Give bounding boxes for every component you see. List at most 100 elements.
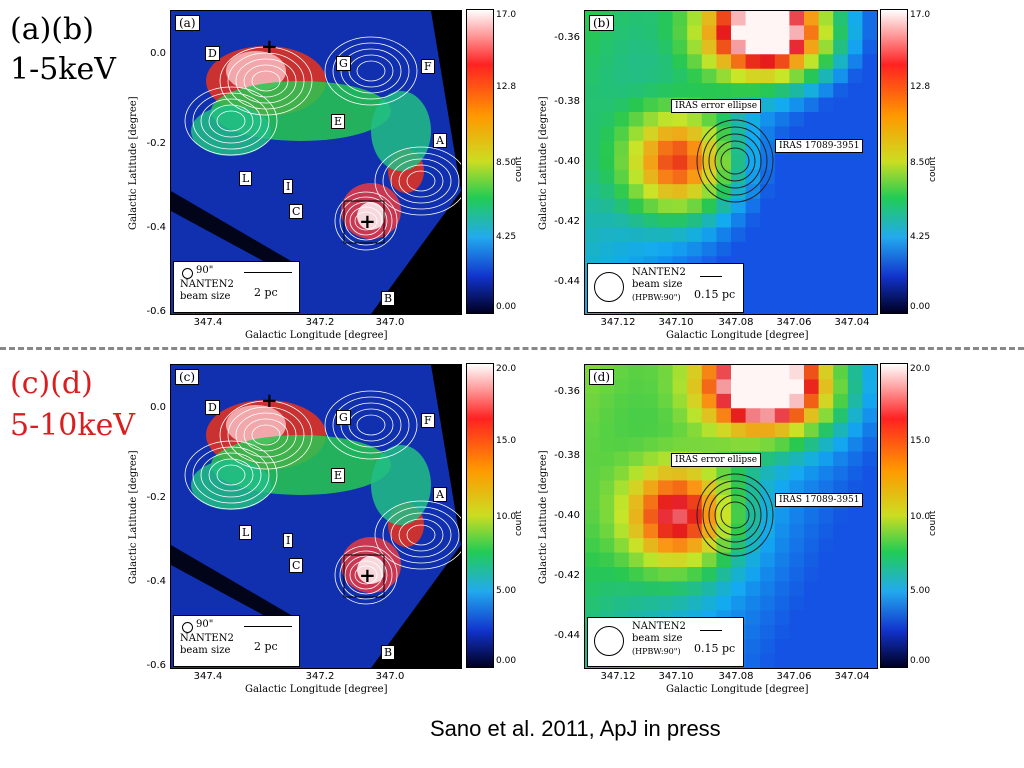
heatmap-pixel (687, 466, 703, 481)
heatmap-pixel (818, 365, 834, 380)
heatmap-pixel (833, 68, 849, 84)
heatmap-pixel (716, 466, 732, 481)
colorbar-tick: 4.25 (496, 232, 517, 242)
heatmap-pixel (672, 155, 688, 171)
heatmap-pixel (862, 610, 877, 626)
heatmap-pixel (818, 299, 834, 314)
co-contour (390, 512, 452, 558)
heatmap-pixel (804, 270, 820, 286)
x-axis-label: Galactic Longitude [degree] (245, 330, 388, 341)
heatmap-pixel (672, 184, 688, 200)
heatmap-pixel (658, 97, 674, 113)
heatmap-pixel (672, 393, 688, 409)
heatmap-pixel (789, 653, 805, 668)
heatmap-pixel (701, 437, 717, 453)
colorbar-unit-label: count (928, 510, 938, 536)
heatmap-pixel (599, 466, 615, 481)
clump-tag-l: L (239, 171, 253, 186)
heatmap-pixel (599, 581, 615, 597)
heatmap-pixel (789, 25, 805, 41)
y-tick-label: 0.0 (150, 48, 166, 59)
heatmap-pixel (716, 198, 732, 214)
heatmap-pixel (847, 509, 863, 525)
heatmap-pixel (774, 639, 790, 655)
heatmap-pixel (585, 140, 601, 156)
clump-tag-b: B (381, 645, 396, 660)
heatmap-pixel (643, 11, 659, 26)
heatmap-pixel (789, 480, 805, 496)
heatmap-pixel (760, 126, 776, 142)
panel-label: (b) (589, 15, 615, 31)
heatmap-pixel (774, 227, 790, 243)
heatmap-pixel (833, 509, 849, 525)
heatmap-pixel (658, 227, 674, 243)
beam-telescope-name: NANTEN2 (180, 633, 234, 644)
scale-bar-label: 0.15 pc (694, 642, 736, 655)
heatmap-pixel (614, 437, 630, 453)
iras-contour (696, 473, 774, 557)
beam-legend: NANTEN2 beam size (HPBW:90") 0.15 pc (587, 617, 744, 667)
heatmap-pixel (818, 451, 834, 467)
colorbar-unit-label: count (514, 510, 524, 536)
heatmap-pixel (774, 653, 790, 668)
heatmap-pixel (745, 581, 761, 597)
iras-contour (714, 494, 756, 536)
heatmap-pixel (614, 155, 630, 171)
heatmap-pixel (804, 451, 820, 467)
heatmap-pixel (760, 595, 776, 611)
heatmap-pixel (701, 567, 717, 582)
heatmap-pixel (804, 25, 820, 41)
heatmap-pixel (745, 285, 761, 301)
heatmap-pixel (614, 112, 630, 127)
iras-ellipse-label: IRAS error ellipse (671, 453, 762, 467)
co-contour (243, 418, 289, 452)
heatmap-pixel (745, 198, 761, 214)
heatmap-pixel (818, 408, 834, 424)
heatmap-pixel (701, 25, 717, 41)
heatmap-pixel (658, 523, 674, 539)
heatmap-pixel (818, 270, 834, 286)
heatmap-pixel (833, 241, 849, 257)
heatmap-pixel (643, 408, 659, 424)
heatmap-pixel (789, 54, 805, 70)
heatmap-pixel (804, 11, 820, 26)
heatmap-pixel (745, 523, 761, 539)
heatmap-pixel (789, 169, 805, 185)
co-contour (356, 414, 386, 436)
heatmap-pixel (833, 270, 849, 286)
heatmap-pixel (789, 523, 805, 539)
heatmap-pixel (862, 437, 877, 453)
heatmap-pixel (862, 25, 877, 41)
co-contour (332, 396, 410, 454)
heatmap-pixel (774, 169, 790, 185)
heatmap-pixel (716, 184, 732, 200)
emission-blob (357, 202, 385, 230)
heatmap-pixel (687, 54, 703, 70)
heatmap-pixel (818, 25, 834, 41)
heatmap-pixel (599, 509, 615, 525)
heatmap-pixel (862, 379, 877, 395)
co-contour (334, 545, 398, 605)
heatmap-pixel (833, 213, 849, 228)
heatmap-pixel (745, 299, 761, 314)
heatmap-pixel (789, 241, 805, 257)
heatmap-pixel (716, 39, 732, 55)
co-contour (219, 46, 313, 116)
heatmap-pixel (833, 624, 849, 640)
heatmap-pixel (585, 408, 601, 424)
iras-contour (720, 147, 750, 175)
heatmap-pixel (628, 365, 644, 380)
heatmap-pixel (701, 408, 717, 424)
heatmap-pixel (847, 624, 863, 640)
heatmap-pixel (628, 408, 644, 424)
heatmap-pixel (847, 379, 863, 395)
heatmap-pixel (701, 241, 717, 257)
heatmap-pixel (658, 83, 674, 99)
heatmap-pixel (687, 83, 703, 99)
heatmap-pixel (716, 68, 732, 84)
emission-blob (357, 556, 385, 584)
heatmap-pixel (672, 169, 688, 185)
scale-bar-label: 2 pc (254, 286, 278, 299)
heatmap-pixel (774, 256, 790, 272)
heatmap-pixel (818, 112, 834, 127)
